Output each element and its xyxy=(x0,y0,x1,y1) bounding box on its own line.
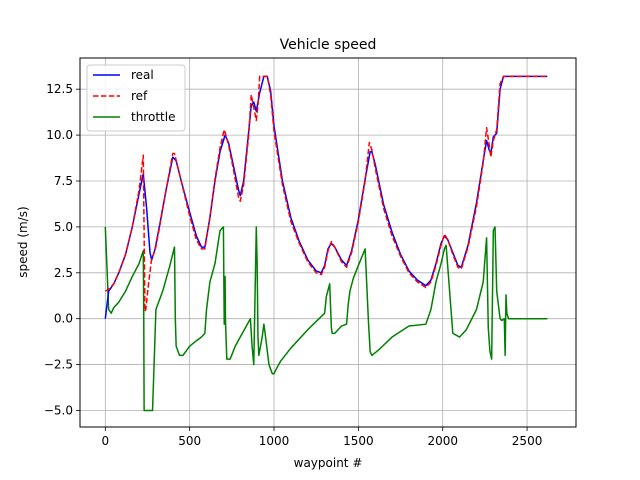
x-ticks: 0 500 1000 1500 2000 2500 xyxy=(101,427,542,448)
x-tick-label: 2000 xyxy=(427,434,458,448)
legend-label-ref: ref xyxy=(131,89,148,103)
axes-frame xyxy=(79,57,577,428)
series-line-ref xyxy=(104,75,548,313)
x-axis-label: waypoint # xyxy=(294,456,363,470)
y-tick-label: 2.5 xyxy=(54,266,73,280)
y-tick-label: −5.0 xyxy=(44,403,73,417)
x-tick-label: 500 xyxy=(178,434,201,448)
y-tick-label: 0.0 xyxy=(54,312,73,326)
legend-box xyxy=(86,64,186,132)
y-tick-label: 12.5 xyxy=(46,82,73,96)
legend-label-throttle: throttle xyxy=(131,110,175,124)
y-tick-label: 7.5 xyxy=(54,174,73,188)
x-tick-label: 2500 xyxy=(512,434,543,448)
x-tick-label: 1500 xyxy=(343,434,374,448)
y-axis-label: speed (m/s) xyxy=(16,206,30,277)
y-tick-label: 5.0 xyxy=(54,220,73,234)
legend-label-real: real xyxy=(131,68,154,82)
x-tick-label: 0 xyxy=(101,434,109,448)
legend: real ref throttle xyxy=(86,64,186,132)
plot-area xyxy=(104,75,548,412)
chart-title: Vehicle speed xyxy=(280,37,377,53)
y-ticks: −5.0 −2.5 0.0 2.5 5.0 7.5 10.0 12.5 xyxy=(44,82,80,417)
y-tick-label: −2.5 xyxy=(44,358,73,372)
series-line-throttle xyxy=(104,226,548,412)
y-tick-label: 10.0 xyxy=(46,128,73,142)
series-layer xyxy=(104,75,548,412)
x-tick-label: 1000 xyxy=(259,434,290,448)
